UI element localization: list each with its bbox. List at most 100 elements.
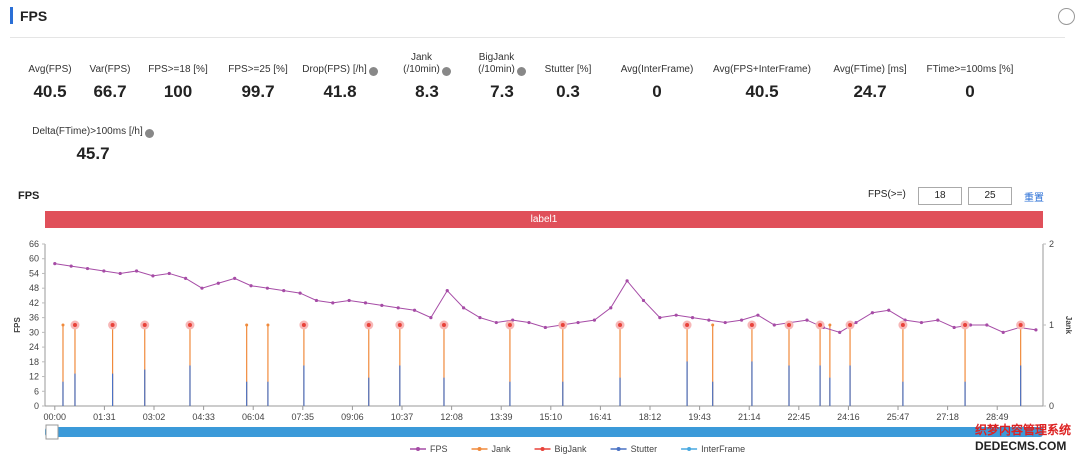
legend-swatch-dot [687, 447, 692, 451]
metric-label-text: Jank (/10min) [403, 52, 440, 75]
legend-item: FPS [410, 444, 448, 454]
fps-point [363, 301, 368, 305]
bigjank-marker [366, 323, 371, 327]
metric-value: 41.8 [323, 82, 357, 101]
y-tick-label: 66 [29, 239, 39, 249]
y-tick-label: 54 [29, 268, 39, 278]
y-tick-label: 24 [29, 342, 39, 352]
x-tick-label: 27:18 [936, 412, 959, 422]
label-band: label1 [45, 211, 1043, 228]
bigjank-marker [187, 323, 192, 327]
bigjank-marker [72, 323, 77, 327]
threshold-input[interactable]: 25 [968, 187, 1012, 205]
help-icon [368, 67, 378, 76]
y-axis-label: FPS [13, 317, 22, 333]
legend-item: Jank [471, 444, 512, 454]
metric-label: Avg(InterFrame) [602, 52, 712, 76]
bigjank-marker [507, 323, 512, 327]
x-tick-label: 12:08 [440, 412, 463, 422]
legend-swatch-dot [540, 447, 545, 451]
y-tick-label: 0 [34, 401, 39, 411]
bigjank-marker [749, 323, 754, 327]
legend-label: Jank [492, 444, 512, 454]
title-bar [10, 7, 13, 24]
metric: Jank (/10min) 8.3 [372, 52, 482, 102]
metric: Var(FPS) 66.7 [55, 52, 165, 102]
fps-point [102, 269, 106, 273]
threshold-input[interactable]: 18 [918, 187, 962, 205]
fps-point [331, 301, 335, 305]
fps-point [968, 323, 973, 327]
metric-value: 40.5 [745, 82, 779, 101]
y-tick-label: 12 [29, 372, 39, 382]
zoom-slider[interactable] [45, 427, 1043, 437]
x-tick-label: 01:31 [93, 412, 116, 422]
metric-value: 40.5 [33, 82, 67, 101]
metric-label-text: BigJank (/10min) [478, 52, 515, 75]
metric-label: Delta(FTime)>100ms [/h] [23, 114, 163, 138]
fps-point [429, 316, 433, 320]
fps-point [85, 266, 90, 271]
metric: Avg(InterFrame) 0 [602, 52, 712, 102]
metric-value: 0 [965, 82, 975, 101]
fps-point [756, 313, 760, 317]
metric-label: Jank (/10min) [372, 52, 482, 76]
metric-label: Avg(FPS+InterFrame) [707, 52, 817, 76]
metric-label-text: Stutter [%] [544, 64, 592, 75]
fps-point [53, 262, 57, 266]
metric: FPS>=18 [%] 100 [123, 52, 233, 102]
metric: Stutter [%] 0.3 [513, 52, 623, 102]
bigjank-marker [110, 323, 115, 327]
fps-point [658, 316, 662, 320]
fps-point [641, 298, 646, 303]
bigjank-marker [441, 323, 446, 327]
fps-point [690, 316, 695, 320]
metric-value: 99.7 [241, 82, 275, 101]
metric: FPS>=25 [%] 99.7 [203, 52, 313, 102]
bigjank-marker [818, 323, 823, 327]
slider-handle[interactable] [45, 424, 59, 440]
fps-point [674, 313, 678, 317]
bigjank-marker [618, 323, 623, 327]
legend-item: Stutter [610, 444, 658, 454]
bigjank-marker [963, 323, 968, 327]
reset-link[interactable]: 重置 [1024, 193, 1044, 204]
fps-line [54, 263, 1036, 333]
fps-point [282, 289, 286, 293]
fps-point [200, 286, 204, 290]
y-tick-label: 18 [29, 357, 39, 367]
fps-point [494, 320, 498, 325]
metric-label: Stutter [%] [513, 52, 623, 76]
x-tick-label: 07:35 [292, 412, 315, 422]
legend-label: Stutter [631, 444, 658, 454]
metric-label-text: Avg(FPS+InterFrame) [713, 64, 811, 75]
metric-label-text: FPS>=18 [%] [148, 64, 208, 75]
x-tick-label: 15:10 [540, 412, 563, 422]
metric-label-text: Avg(FPS) [28, 64, 72, 75]
bigjank-marker [685, 323, 690, 327]
fps-point [298, 291, 302, 295]
help-icon [144, 129, 154, 138]
metric-label-text: Delta(FTime)>100ms [/h] [32, 126, 143, 137]
bigjank-marker [397, 323, 402, 327]
fps-point [936, 318, 940, 322]
bigjank-marker [301, 323, 306, 327]
metric-label: BigJank (/10min) [447, 52, 557, 76]
y2-tick-label: 0 [1049, 401, 1054, 411]
x-tick-label: 16:41 [589, 412, 612, 422]
metric: Delta(FTime)>100ms [/h] 45.7 [23, 114, 163, 164]
metric: Avg(FPS) 40.5 [0, 52, 105, 102]
y-tick-label: 6 [34, 386, 39, 396]
metric-label-text: Avg(InterFrame) [620, 64, 694, 75]
collapse-button[interactable] [1058, 8, 1075, 25]
y-tick-label: 36 [29, 313, 39, 323]
legend-item: InterFrame [681, 444, 745, 454]
chart-title: FPS [18, 190, 40, 202]
legend-label: BigJank [555, 444, 588, 454]
legend-swatch-dot [416, 447, 420, 451]
x-tick-label: 25:47 [887, 412, 910, 422]
x-tick-label: 03:02 [143, 412, 166, 422]
fps-point [543, 325, 547, 330]
metric-label-text: Avg(FTime) [ms] [833, 64, 907, 75]
